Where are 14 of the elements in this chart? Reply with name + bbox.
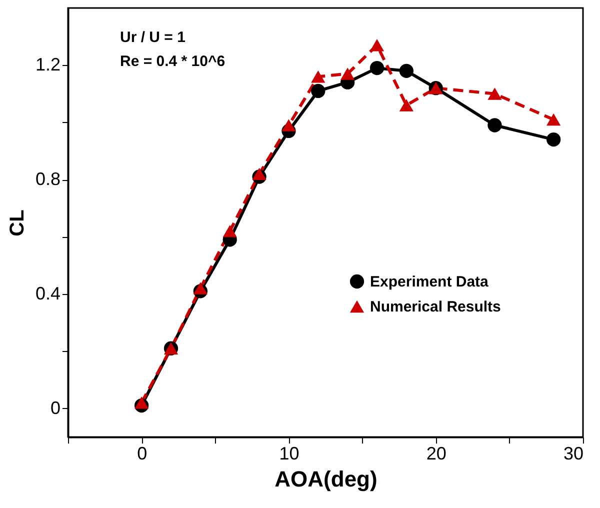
x-tick-label: 30 (563, 444, 584, 464)
annotation: Ur / U = 1 (120, 29, 186, 46)
x-tick-label: 10 (279, 444, 300, 464)
legend-label: Numerical Results (370, 298, 501, 316)
y-tick-label: 0.8 (35, 169, 60, 190)
x-tick-label: 0 (137, 444, 148, 464)
annotation: Re = 0.4 * 10^6 (120, 53, 226, 70)
legend-label: Experiment Data (370, 274, 490, 290)
y-tick-label: 1.2 (35, 54, 60, 75)
y-tick-label: 0.4 (35, 284, 60, 304)
y-tick-label: 0 (50, 398, 60, 418)
x-axis-title: AOA(deg) (274, 466, 378, 492)
x-tick-label: 20 (426, 444, 446, 464)
y-axis-title: CL (6, 210, 28, 236)
